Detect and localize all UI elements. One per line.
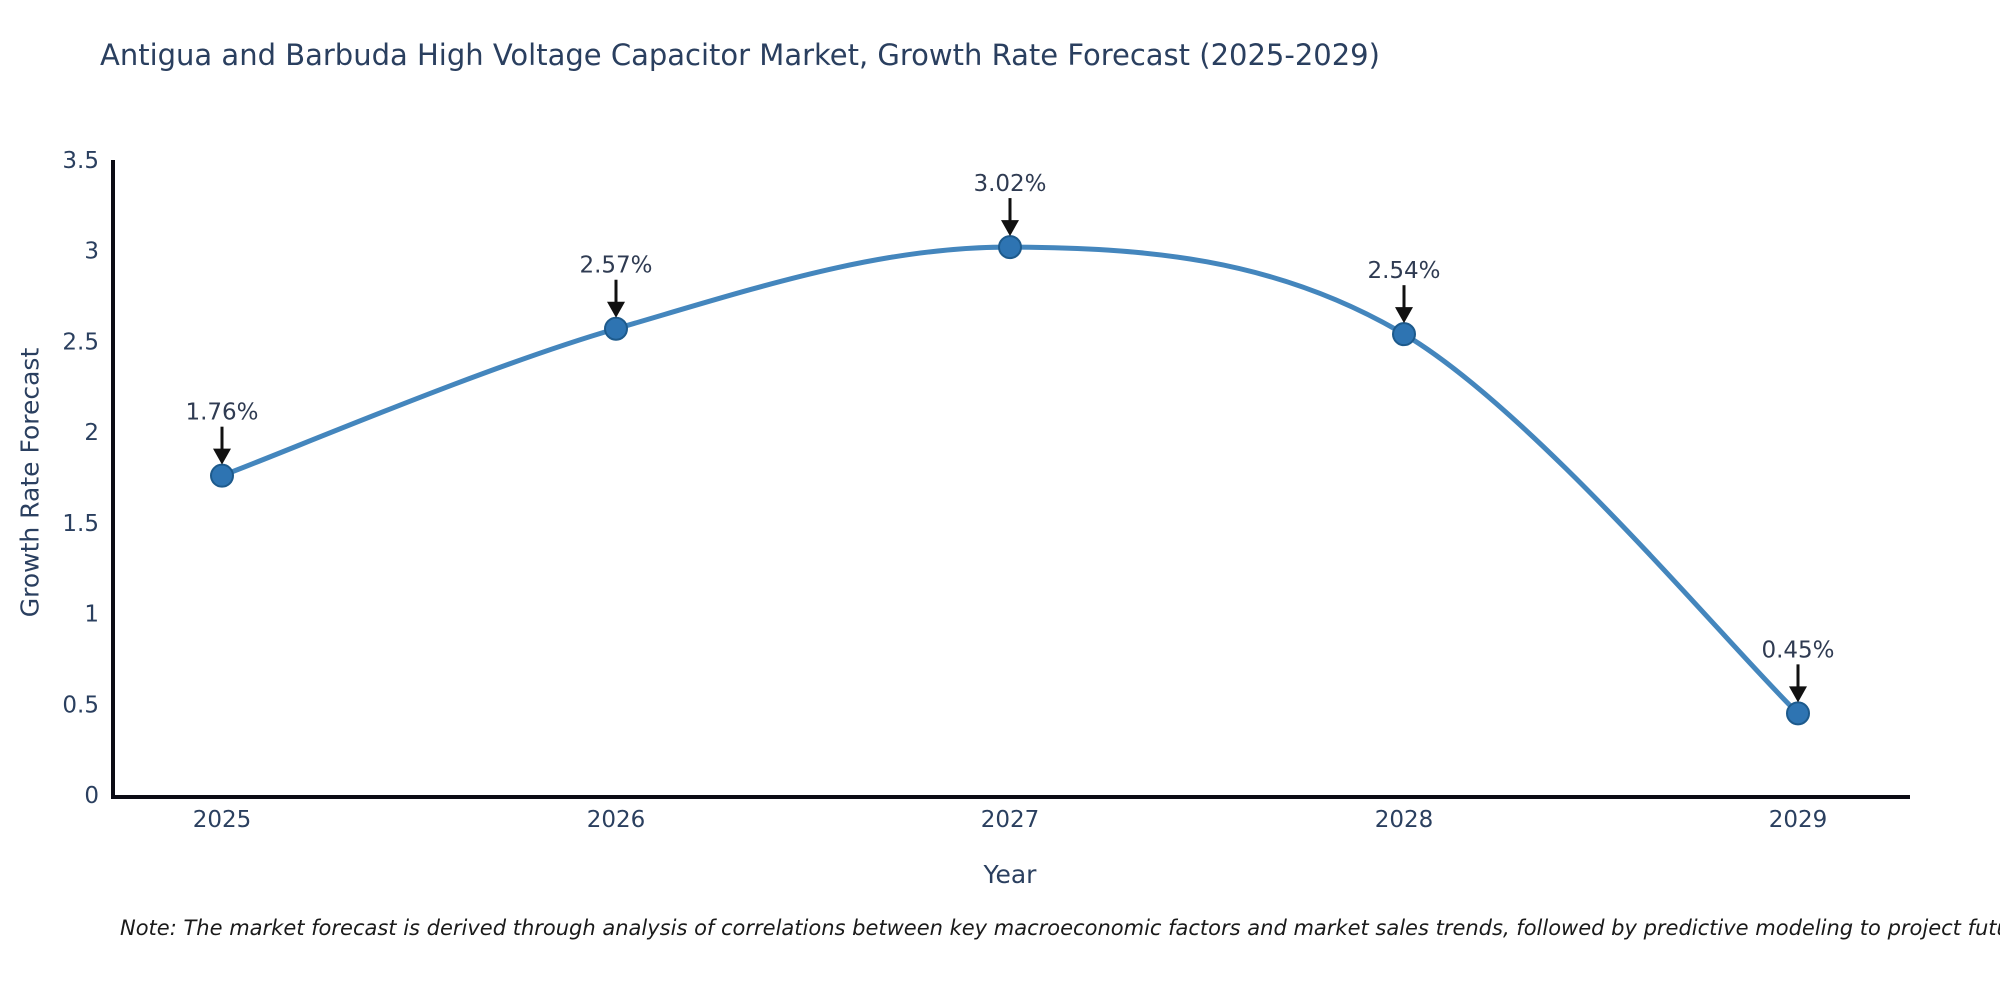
footnote: Note: The market forecast is derived thr… <box>120 916 2000 940</box>
data-point-label: 0.45% <box>1761 637 1834 663</box>
data-point-marker-2028[interactable] <box>1392 322 1416 347</box>
annotation-arrowhead <box>1395 307 1413 324</box>
data-point-label: 2.54% <box>1367 258 1440 284</box>
x-tick-label: 2026 <box>587 807 646 833</box>
y-tick-label: 0 <box>84 783 99 809</box>
annotation-arrowhead <box>1789 686 1807 703</box>
x-tick-label: 2025 <box>193 807 252 833</box>
data-point-label: 2.57% <box>579 253 652 279</box>
trend-line <box>219 244 1801 716</box>
data-point-label: 3.02% <box>973 171 1046 197</box>
annotation-arrowhead <box>607 301 625 318</box>
annotation-arrowhead <box>213 448 231 465</box>
data-point-label: 1.76% <box>185 400 258 426</box>
data-point-marker-2029[interactable] <box>1786 701 1810 726</box>
y-tick-label: 1 <box>84 602 99 628</box>
chart-title: Antigua and Barbuda High Voltage Capacit… <box>100 38 1380 72</box>
y-axis-title: Growth Rate Forecast <box>15 347 45 618</box>
x-tick-label: 2028 <box>1375 807 1434 833</box>
annotation-arrowhead <box>1001 220 1019 237</box>
x-tick-label: 2029 <box>1769 807 1828 833</box>
x-axis-title: Year <box>983 860 1037 889</box>
data-point-marker-2025[interactable] <box>210 463 234 488</box>
y-tick-label: 3.5 <box>62 148 99 174</box>
x-tick-label: 2027 <box>981 807 1040 833</box>
y-tick-label: 2.5 <box>62 329 99 355</box>
y-tick-label: 2 <box>84 420 99 446</box>
data-point-marker-2027[interactable] <box>998 235 1022 260</box>
y-tick-label: 1.5 <box>62 511 99 537</box>
y-tick-label: 0.5 <box>62 692 99 718</box>
data-point-marker-2026[interactable] <box>604 316 628 341</box>
y-tick-label: 3 <box>84 239 99 265</box>
